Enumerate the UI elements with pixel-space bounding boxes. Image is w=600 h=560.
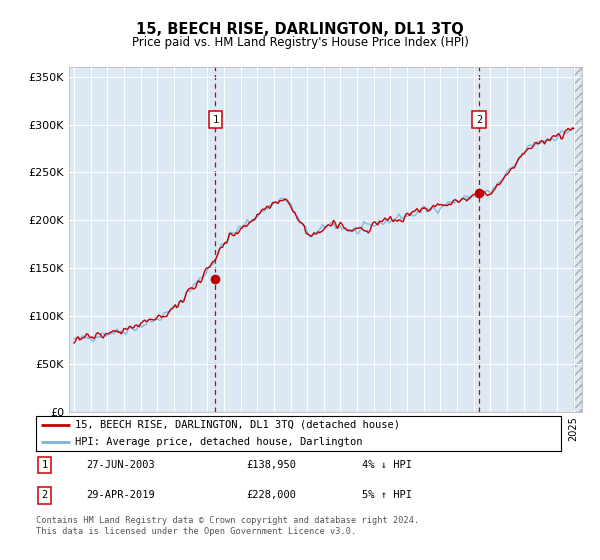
- Text: 15, BEECH RISE, DARLINGTON, DL1 3TQ (detached house): 15, BEECH RISE, DARLINGTON, DL1 3TQ (det…: [76, 419, 400, 430]
- Text: Price paid vs. HM Land Registry's House Price Index (HPI): Price paid vs. HM Land Registry's House …: [131, 36, 469, 49]
- Text: £228,000: £228,000: [246, 491, 296, 501]
- Text: 1: 1: [41, 460, 47, 470]
- Text: 1: 1: [212, 115, 218, 125]
- Text: 15, BEECH RISE, DARLINGTON, DL1 3TQ: 15, BEECH RISE, DARLINGTON, DL1 3TQ: [136, 22, 464, 38]
- Text: 5% ↑ HPI: 5% ↑ HPI: [361, 491, 412, 501]
- Text: 29-APR-2019: 29-APR-2019: [86, 491, 155, 501]
- Text: 2: 2: [41, 491, 47, 501]
- Text: 2: 2: [476, 115, 482, 125]
- Text: HPI: Average price, detached house, Darlington: HPI: Average price, detached house, Darl…: [76, 437, 363, 447]
- Text: Contains HM Land Registry data © Crown copyright and database right 2024.
This d: Contains HM Land Registry data © Crown c…: [36, 516, 419, 536]
- Text: 4% ↓ HPI: 4% ↓ HPI: [361, 460, 412, 470]
- Text: £138,950: £138,950: [246, 460, 296, 470]
- Text: 27-JUN-2003: 27-JUN-2003: [86, 460, 155, 470]
